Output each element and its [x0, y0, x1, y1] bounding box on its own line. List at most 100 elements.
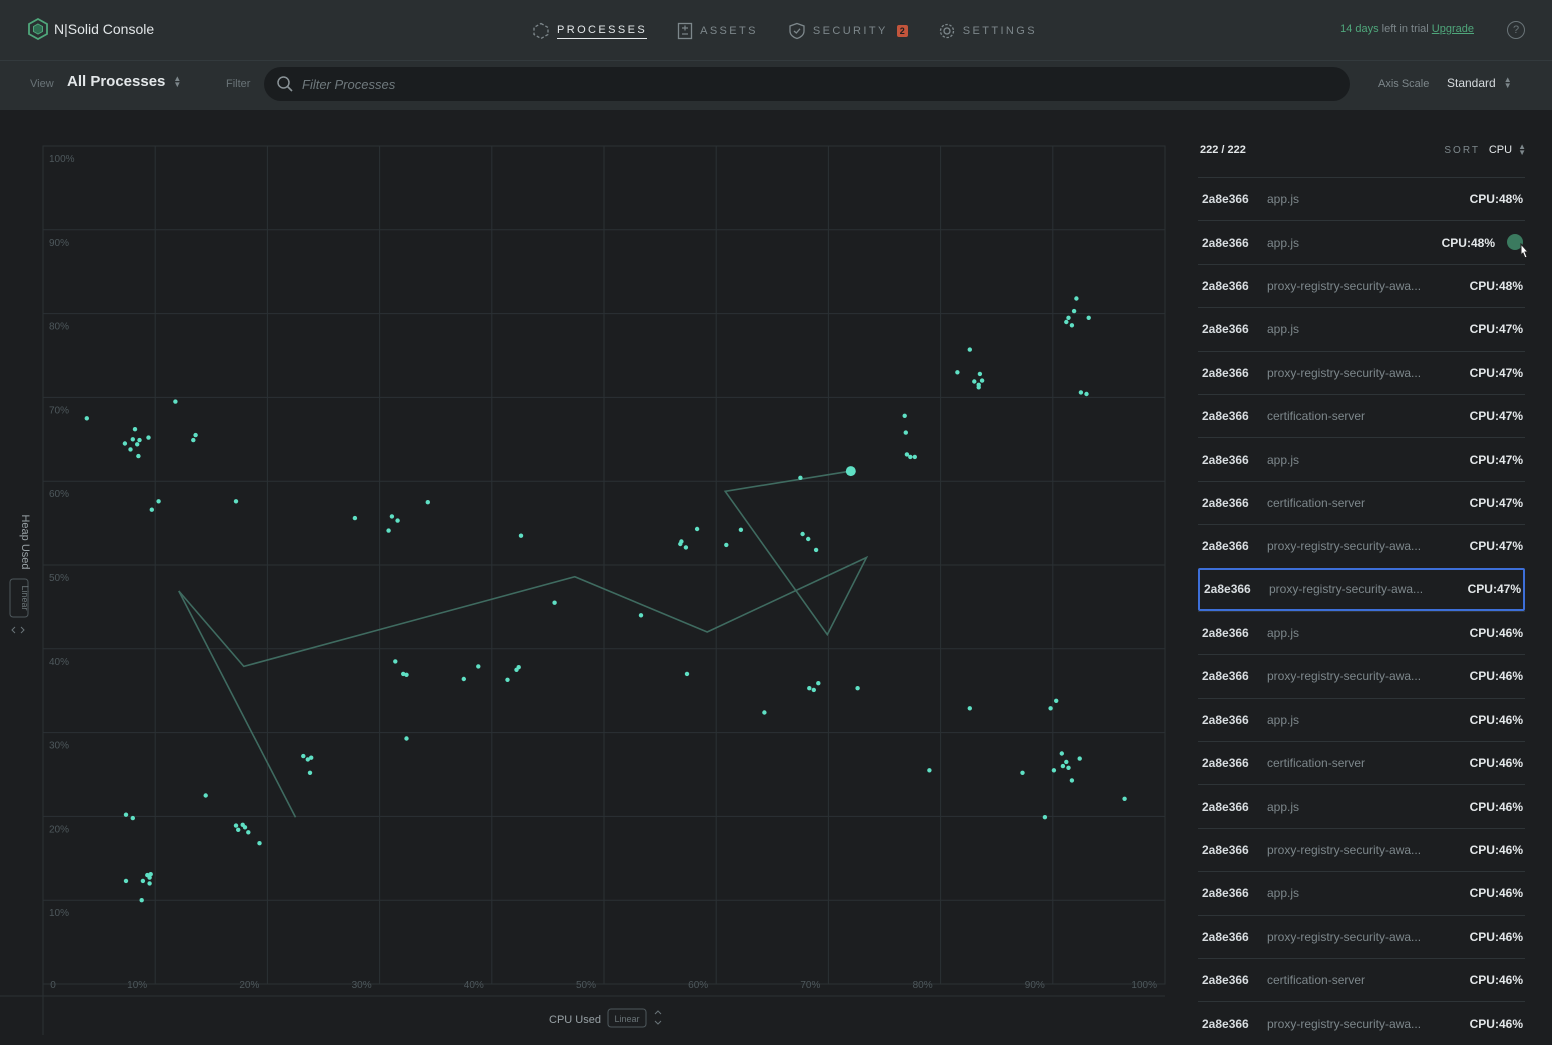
process-point [1078, 390, 1084, 395]
y-tick-label: 70% [49, 405, 69, 416]
process-name: proxy-registry-security-awa... [1269, 582, 1424, 597]
shield-icon [789, 22, 805, 40]
process-point [301, 753, 306, 759]
process-id: 2a8e366 [1202, 843, 1249, 858]
process-point [404, 736, 409, 741]
process-point [927, 768, 932, 773]
process-cpu: CPU:46% [1469, 843, 1523, 858]
process-cpu: CPU:46% [1469, 799, 1523, 814]
process-point [257, 841, 262, 846]
brand[interactable]: N|Solid Console [28, 18, 154, 40]
process-name: proxy-registry-security-awa... [1267, 843, 1422, 858]
gear-icon [939, 23, 954, 39]
process-id: 2a8e366 [1202, 192, 1249, 207]
process-point [1051, 768, 1057, 773]
process-cpu: CPU:47% [1469, 322, 1523, 337]
process-point [305, 757, 310, 762]
process-row[interactable]: 2a8e366 app.js CPU:46% [1198, 697, 1525, 741]
process-row[interactable]: 2a8e366 app.js CPU:48% [1198, 220, 1530, 263]
process-point [1084, 391, 1089, 397]
process-point [140, 878, 146, 884]
view-select[interactable]: All Processes ▲ ▼ [67, 73, 181, 90]
process-point [135, 442, 140, 447]
process-row[interactable]: 2a8e366 app.js CPU:47% [1198, 307, 1525, 350]
process-point [516, 665, 521, 670]
process-point [242, 825, 248, 830]
process-point [807, 686, 812, 691]
process-row[interactable]: 2a8e366 proxy-registry-security-awa... CPU… [1198, 524, 1525, 567]
process-point [967, 347, 972, 352]
process-point [173, 399, 178, 404]
process-trail-tail [178, 590, 297, 818]
process-row[interactable]: 2a8e366 app.js CPU:46% [1198, 610, 1525, 654]
cpu-heap-scatter-chart[interactable]: 0 10% 20% 30% 40% 50% 60% 70% 80% 90% 100% 10% 20% 30… [0, 110, 1180, 1035]
process-row[interactable]: 2a8e366 proxy-registry-security-awa... CPU… [1198, 914, 1525, 958]
process-point [505, 677, 510, 682]
process-cpu: CPU:46% [1469, 756, 1523, 771]
y-tick-label: 90% [49, 238, 69, 249]
process-name: certification-server [1267, 409, 1366, 424]
process-row[interactable]: 2a8e366 proxy-registry-security-awa... CPU… [1198, 567, 1525, 611]
process-points [84, 296, 1127, 903]
process-row[interactable]: 2a8e366 certification-server CPU:47% [1198, 393, 1525, 437]
tab-settings[interactable]: SETTINGS [938, 20, 1037, 42]
help-icon[interactable]: ? [1507, 21, 1525, 39]
process-point [1064, 319, 1069, 325]
tab-assets[interactable]: ASSETS [677, 20, 758, 42]
process-point [762, 710, 767, 715]
process-row[interactable]: 2a8e366 proxy-registry-security-awa... CPU… [1198, 350, 1525, 394]
process-point [1060, 763, 1066, 769]
upgrade-link[interactable]: Upgrade [1431, 23, 1474, 35]
sort-select[interactable]: CPU ▲ ▼ [1489, 143, 1526, 157]
process-point [1020, 770, 1025, 775]
process-cpu: CPU:48% [1469, 278, 1523, 293]
process-row[interactable]: 2a8e366 certification-server CPU:47% [1198, 480, 1525, 524]
axis-scale-select[interactable]: Standard ▲ ▼ [1447, 75, 1512, 91]
process-row[interactable]: 2a8e366 app.js CPU:48% [1198, 177, 1525, 220]
processes-icon [533, 22, 549, 40]
process-point [552, 600, 557, 605]
process-cpu: CPU:46% [1469, 929, 1523, 944]
tab-processes-label: PROCESSES [557, 24, 648, 39]
process-point [352, 515, 358, 521]
axis-scale-label: Axis Scale [1378, 78, 1430, 90]
chevron-up-down-icon: ▲ ▼ [1503, 75, 1512, 90]
process-row[interactable]: 2a8e366 proxy-registry-security-awa... CPU… [1198, 263, 1525, 307]
process-point [738, 527, 744, 532]
process-id: 2a8e366 [1202, 1016, 1249, 1031]
filter-input[interactable] [302, 76, 1302, 92]
locate-process-icon[interactable] [1507, 234, 1523, 251]
main-nav: PROCESSES ASSETS SECURITY 2 SETT [532, 20, 1037, 42]
process-row[interactable]: 2a8e366 proxy-registry-security-awa... CPU… [1198, 827, 1525, 871]
tab-assets-label: ASSETS [700, 25, 758, 37]
chart-grid [0, 145, 1166, 1035]
filter-field[interactable] [264, 67, 1350, 101]
process-row[interactable]: 2a8e366 proxy-registry-security-awa... CPU… [1198, 1001, 1525, 1044]
process-row[interactable]: 2a8e366 certification-server CPU:46% [1198, 958, 1525, 1001]
tab-security[interactable]: SECURITY 2 [788, 20, 908, 42]
y-tick-label: 40% [49, 657, 69, 668]
process-row[interactable]: 2a8e366 certification-server CPU:46% [1198, 741, 1525, 784]
process-list: 2a8e366 app.js CPU:48% 2a8e366 app.js CPU:48%… [1198, 177, 1530, 1045]
y-scale-select-box [9, 578, 29, 618]
process-id: 2a8e366 [1202, 539, 1249, 554]
process-count: 222 / 222 [1200, 144, 1246, 156]
process-row[interactable]: 2a8e366 proxy-registry-security-awa... CPU… [1198, 654, 1525, 697]
tab-processes[interactable]: PROCESSES [532, 20, 648, 42]
process-row[interactable]: 2a8e366 app.js CPU:46% [1198, 784, 1525, 827]
process-cpu: CPU:47% [1467, 582, 1521, 597]
process-row[interactable]: 2a8e366 app.js CPU:47% [1198, 437, 1525, 480]
process-name: proxy-registry-security-awa... [1267, 929, 1422, 944]
process-id: 2a8e366 [1202, 452, 1249, 467]
process-row[interactable]: 2a8e366 app.js CPU:46% [1198, 871, 1525, 914]
y-tick-label: 100% [49, 154, 75, 165]
process-point [684, 671, 690, 677]
process-point [1074, 296, 1079, 301]
assets-icon [677, 22, 693, 40]
process-point [1059, 751, 1065, 756]
process-point [1069, 778, 1075, 783]
pointer-cursor-icon [1520, 243, 1530, 260]
process-point [976, 385, 981, 390]
process-point [148, 872, 153, 877]
process-point [724, 542, 729, 548]
